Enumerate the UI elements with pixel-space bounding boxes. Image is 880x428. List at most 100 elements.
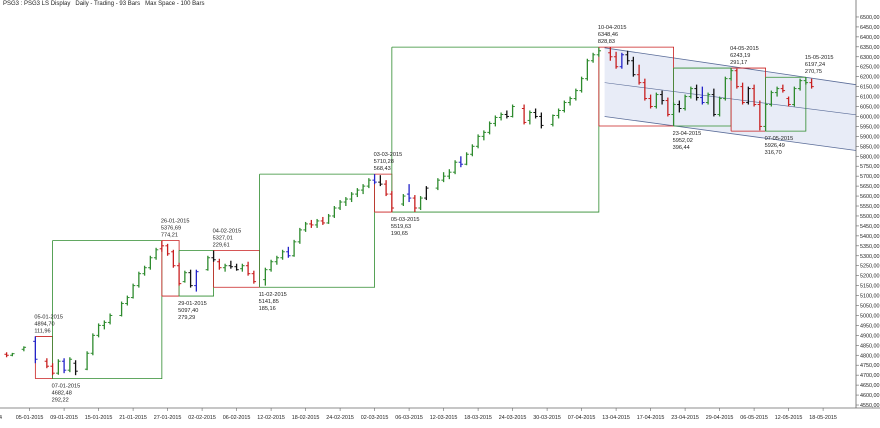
ohlc-bar	[349, 192, 354, 203]
ohlc-bar	[125, 295, 130, 306]
y-tick-label: 5950,00	[860, 124, 880, 130]
y-tick-label: 5350,00	[860, 244, 880, 250]
ohlc-bar	[130, 283, 136, 299]
swing-label-line: 292,22	[52, 398, 69, 404]
swing-label-line: 5097,40	[178, 308, 198, 314]
y-tick-label: 6000,00	[860, 114, 880, 120]
swing-label-line: 5952,02	[673, 138, 693, 144]
swing-connector	[35, 336, 53, 379]
ohlc-bar	[61, 358, 67, 374]
x-tick-label: 07-04-2015	[568, 415, 596, 421]
ohlc-bar	[291, 239, 297, 257]
ohlc-bar	[360, 184, 366, 195]
swing-label-line: 4894,70	[34, 321, 54, 327]
swing-label-line: 6197,24	[805, 62, 825, 68]
x-tick-label: 30-03-2015	[533, 415, 561, 421]
ohlc-bar	[792, 86, 797, 107]
ohlc-bar	[297, 227, 303, 244]
ohlc-bar	[10, 352, 15, 357]
ohlc-bar	[332, 206, 337, 218]
channel-upper-line	[604, 47, 857, 86]
swing-connector	[391, 47, 600, 213]
x-axis: -2014 05-01-2015 09-01-2015 15-01-2015 21-01…	[0, 407, 880, 421]
ohlc-bar	[636, 64, 642, 85]
ohlc-bar	[107, 313, 113, 325]
y-tick-label: 6400,00	[860, 35, 880, 41]
swing-label-line: 04-05-2015	[730, 46, 759, 52]
x-tick-label: 05-01-2015	[16, 415, 44, 421]
ohlc-bar	[769, 90, 774, 107]
ohlc-bar	[234, 263, 239, 271]
swing-label-line: 774,21	[161, 233, 178, 239]
swing-label-line: 05-01-2015	[34, 314, 63, 320]
ohlc-bar	[734, 68, 740, 89]
swing-label-line: 5327,01	[213, 235, 233, 241]
x-tick-label: 29-04-2015	[706, 415, 734, 421]
ohlc-bar	[73, 360, 78, 376]
x-tick-label: 09-01-2015	[50, 415, 78, 421]
x-tick-label: 24-03-2015	[499, 415, 527, 421]
swing-label-line: 4682,48	[52, 391, 72, 397]
ohlc-bar	[498, 112, 504, 121]
ohlc-bar	[694, 84, 699, 101]
ohlc-bar	[573, 88, 579, 101]
y-tick-label: 5700,00	[860, 174, 880, 180]
ohlc-bar	[774, 86, 780, 97]
ohlc-bar	[723, 76, 728, 101]
y-tick-label: 4550,00	[860, 403, 880, 409]
ohlc-bar	[654, 92, 659, 109]
ohlc-bar	[383, 180, 389, 197]
ohlc-bar	[378, 175, 383, 187]
y-tick-label: 5100,00	[860, 294, 880, 300]
y-tick-label: 5050,00	[860, 304, 880, 310]
swing-label-line: 6243,19	[730, 53, 750, 59]
ohlc-bar	[326, 213, 331, 224]
ohlc-bar	[4, 352, 9, 358]
swing-label-line: 26-01-2015	[161, 219, 190, 225]
ohlc-bar	[148, 255, 153, 270]
ohlc-bar	[211, 250, 216, 262]
ohlc-bar	[372, 174, 377, 185]
ohlc-bar	[671, 102, 676, 127]
ohlc-bar	[521, 104, 527, 125]
swing-label-line: 11-02-2015	[259, 292, 287, 298]
ohlc-bar	[567, 96, 573, 106]
y-tick-label: 5900,00	[860, 134, 880, 140]
x-tick-label: 02-02-2015	[188, 415, 216, 421]
y-tick-label: 6300,00	[860, 55, 880, 61]
x-tick-label: 17-04-2015	[637, 415, 665, 421]
ohlc-bar	[659, 90, 665, 105]
swing-label-line: 29-01-2015	[178, 301, 207, 307]
ohlc-bar	[245, 261, 251, 276]
ohlc-bar	[763, 102, 768, 132]
ohlc-bar	[309, 219, 314, 228]
ohlc-bar	[153, 247, 159, 260]
ohlc-bar	[194, 269, 199, 292]
ohlc-bar	[677, 100, 682, 113]
swing-label-line: 10-04-2015	[598, 25, 627, 31]
chart-space: Max Space - 100 Bars	[145, 1, 205, 7]
ohlc-bar	[251, 270, 257, 284]
x-tick-label: 06-02-2015	[223, 415, 251, 421]
y-tick-label: 5850,00	[860, 144, 880, 150]
ohlc-bar	[418, 196, 423, 210]
ohlc-bar	[619, 52, 625, 69]
ohlc-bar	[590, 52, 596, 63]
swing-label-line: 03-03-2015	[374, 152, 403, 158]
ohlc-bar	[67, 357, 73, 373]
swing-label-line: 07-05-2015	[765, 136, 794, 142]
ohlc-bar	[717, 96, 722, 117]
ohlc-bar	[579, 76, 584, 93]
ohlc-bar	[176, 262, 182, 286]
swing-label-line: 5710,28	[374, 159, 394, 165]
y-tick-label: 5450,00	[860, 224, 880, 230]
ohlc-bar	[470, 144, 475, 157]
swing-connector	[374, 173, 393, 213]
swing-label-line: 04-02-2015	[213, 228, 242, 234]
chart-title: PSG3 : PSG3 LS Display	[3, 1, 71, 7]
